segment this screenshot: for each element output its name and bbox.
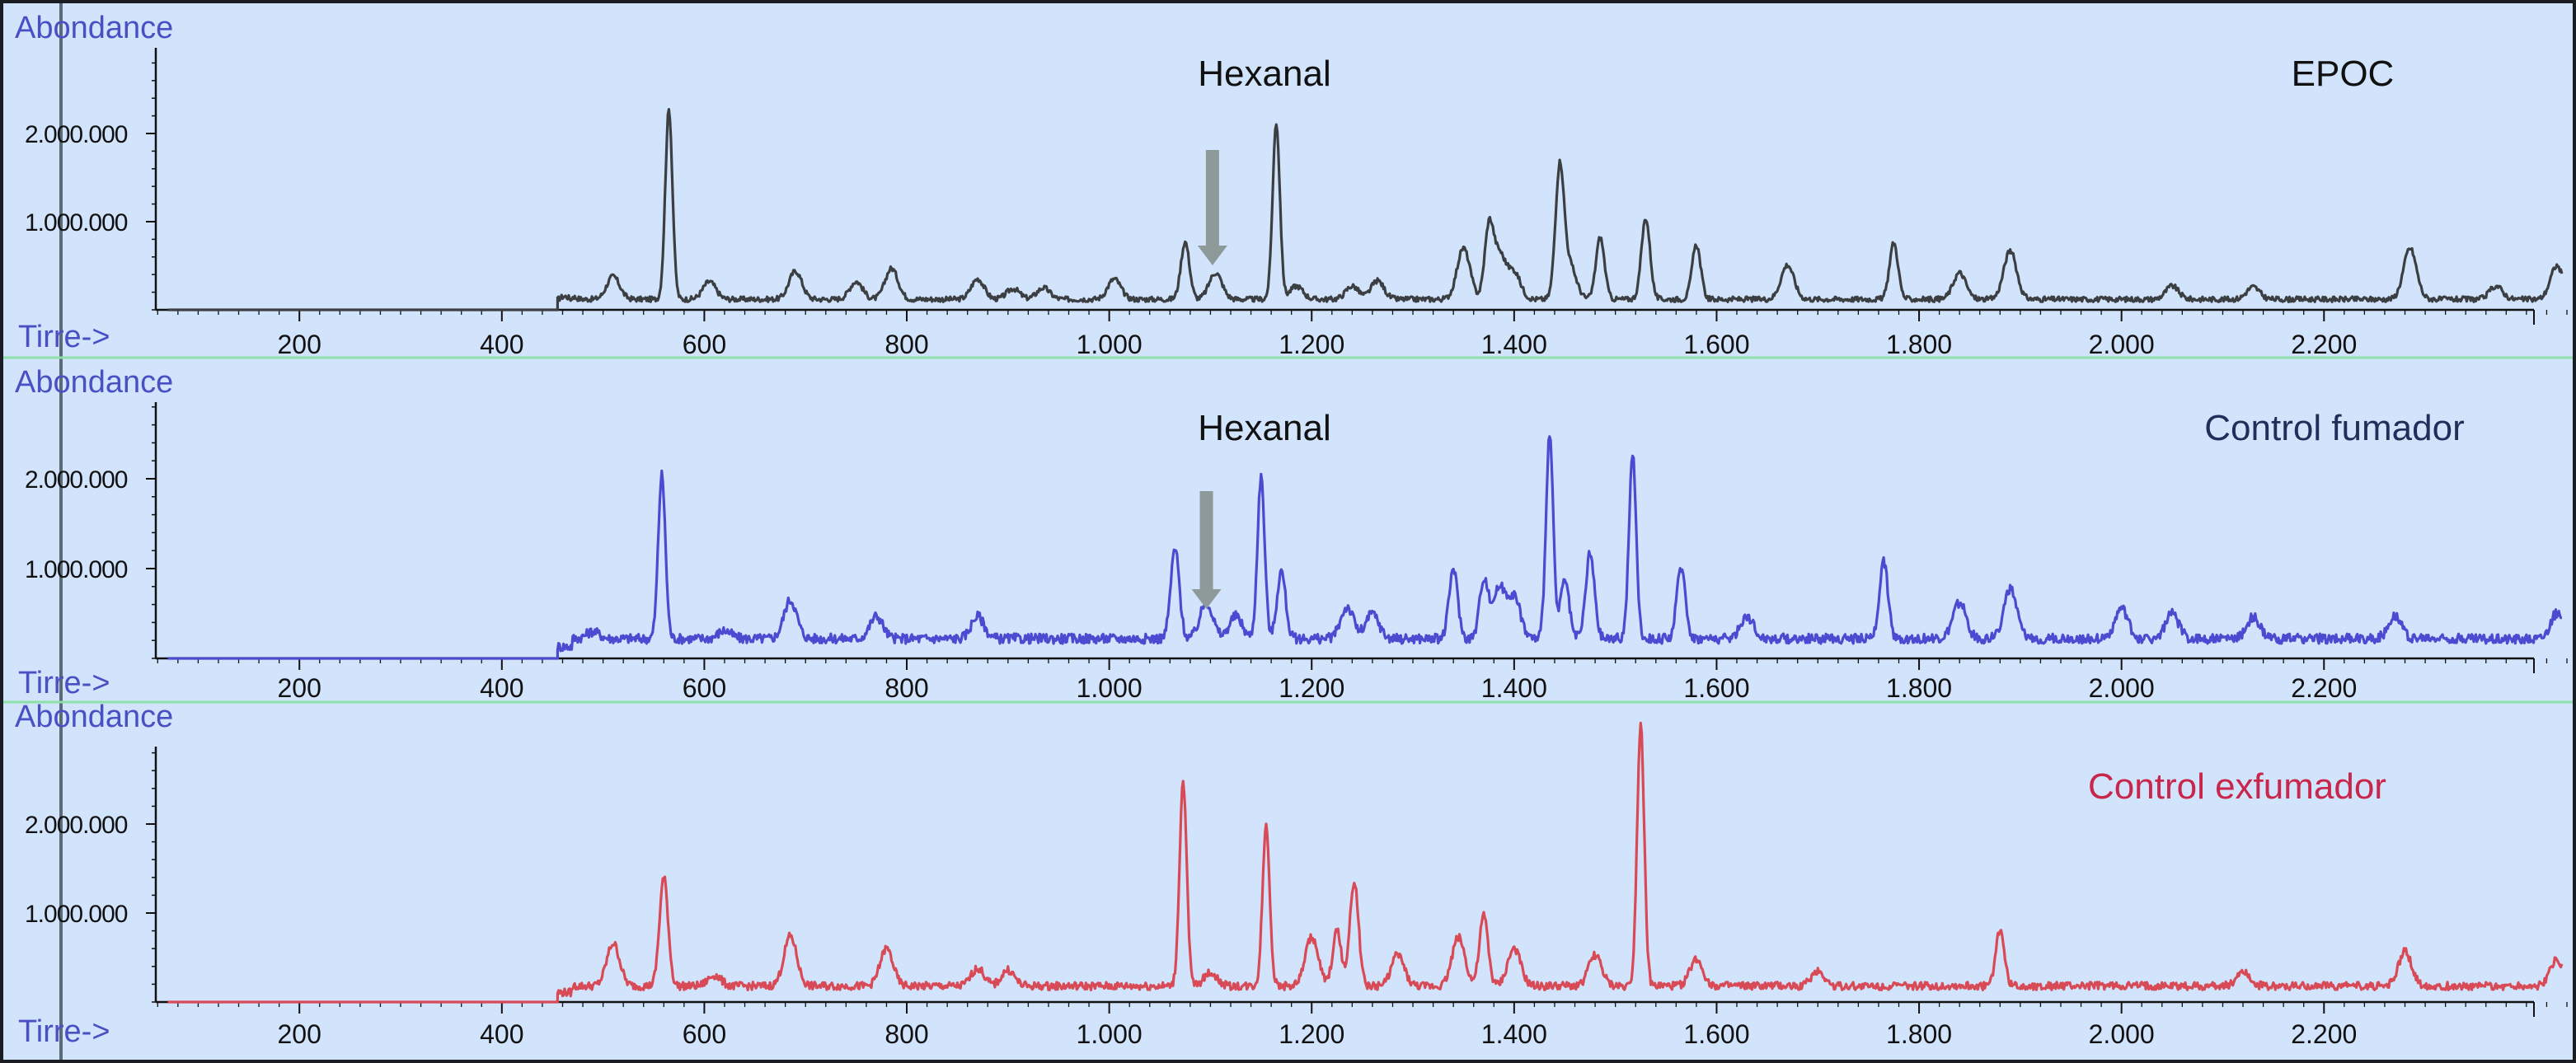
x-tick-label: 800 (884, 673, 928, 703)
y-axis-title: Abondance (15, 11, 173, 45)
x-tick-label: 2.000 (2089, 330, 2155, 359)
y-axis-title: Abondance (15, 700, 173, 734)
hexanal-annotation: Hexanal (1198, 54, 1330, 94)
x-tick-label: 800 (884, 330, 928, 359)
x-tick-label: 1.600 (1683, 1019, 1749, 1049)
x-tick-label: 1.000 (1077, 330, 1143, 359)
x-tick-label: 400 (480, 1019, 523, 1049)
x-tick-label: 1.800 (1886, 673, 1952, 703)
x-tick-label: 1.000 (1077, 1019, 1143, 1049)
x-tick-label: 1.600 (1683, 673, 1749, 703)
chromatogram-trace (167, 721, 2564, 1004)
x-tick-label: 1.400 (1481, 330, 1547, 359)
x-tick-label: 2.000 (2089, 673, 2155, 703)
x-tick-label: 600 (683, 1019, 726, 1049)
x-tick-label: 2.200 (2291, 673, 2357, 703)
x-tick-label: 400 (480, 673, 523, 703)
hexanal-arrow-head (1197, 246, 1227, 265)
panel-title: Control fumador (2204, 408, 2464, 448)
x-tick-label: 600 (683, 673, 726, 703)
x-tick-label: 1.000 (1077, 673, 1143, 703)
y-tick-label: 2.000.000 (25, 812, 128, 839)
chromatogram-trace (167, 435, 2563, 660)
x-tick-label: 1.600 (1683, 330, 1749, 359)
x-tick-label: 1.200 (1279, 330, 1344, 359)
hexanal-annotation: Hexanal (1198, 408, 1330, 448)
x-tick-label: 800 (884, 1019, 928, 1049)
x-axis-title: Tirre-> (18, 1014, 110, 1049)
panel-title: EPOC (2292, 54, 2395, 94)
x-tick-label: 2.000 (2089, 1019, 2155, 1049)
x-tick-label: 1.800 (1886, 1019, 1952, 1049)
x-tick-label: 400 (480, 330, 523, 359)
x-tick-label: 600 (683, 330, 726, 359)
hexanal-arrow-head (1191, 589, 1222, 609)
x-tick-label: 200 (278, 330, 321, 359)
y-tick-label: 1.000.000 (25, 556, 128, 583)
x-tick-label: 2.200 (2291, 1019, 2357, 1049)
x-tick-label: 1.400 (1481, 1019, 1547, 1049)
y-tick-label: 2.000.000 (25, 121, 128, 148)
y-axis-title: Abondance (15, 365, 173, 400)
x-tick-label: 1.800 (1886, 330, 1952, 359)
y-tick-label: 1.000.000 (25, 209, 128, 236)
y-tick-label: 2.000.000 (25, 466, 128, 494)
x-tick-label: 1.200 (1279, 673, 1344, 703)
x-tick-label: 1.200 (1279, 1019, 1344, 1049)
hexanal-arrow-shaft (1199, 491, 1213, 591)
x-tick-label: 2.200 (2291, 330, 2357, 359)
hexanal-arrow-shaft (1205, 150, 1219, 247)
x-tick-label: 200 (278, 673, 321, 703)
x-tick-label: 200 (278, 1019, 321, 1049)
x-axis-title: Tirre-> (18, 666, 110, 700)
x-axis-title: Tirre-> (18, 320, 110, 354)
y-tick-label: 1.000.000 (25, 901, 128, 928)
chromatogram-trace (167, 108, 2564, 311)
x-tick-label: 1.400 (1481, 673, 1547, 703)
panel-title: Control exfumador (2088, 766, 2386, 807)
